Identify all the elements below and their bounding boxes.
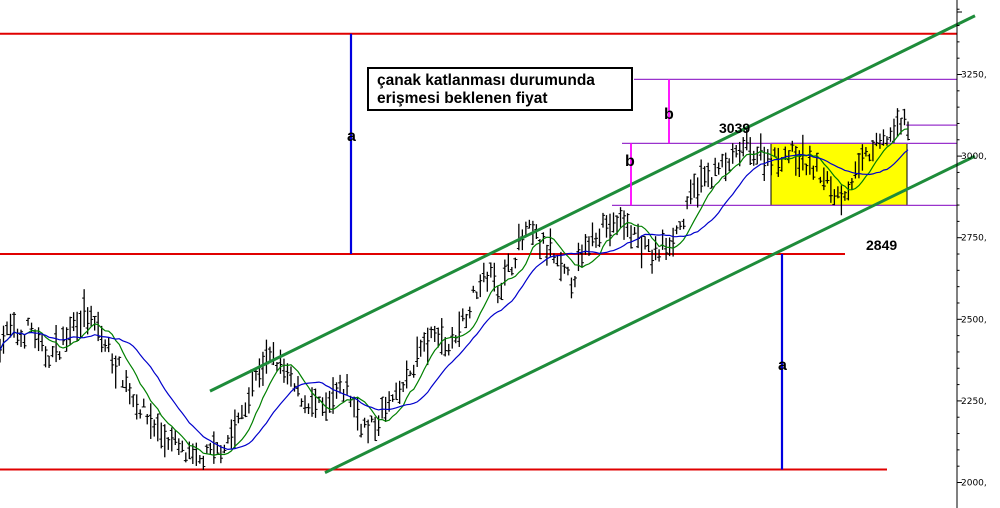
level-label-2849: 2849 [866,237,897,253]
channel-line-lower [324,154,976,475]
y-tick-label-2750: 2750, [961,234,987,244]
y-tick-label-2500: 2500, [961,315,987,325]
annotation-labels: a a b b 3039 2849 [347,106,897,374]
y-tick-label-3250: 3250, [961,71,987,81]
moving-average-2 [0,149,909,451]
target-note-box: çanak katlanması durumunda erişmesi bekl… [367,67,633,111]
y-tick-label-3000: 3000, [961,152,987,162]
horizontal-levels [0,32,957,471]
note-line-1: çanak katlanması durumunda [377,72,595,89]
moving-averages [0,128,909,456]
cup-range-box [612,78,957,206]
b-label-cup: b [625,153,635,170]
ohlc-bars [0,108,910,470]
a-label-bottom: a [778,357,787,374]
channel-line-upper [209,14,976,393]
moving-average-1 [0,128,909,456]
y-tick-label-2250: 2250, [961,397,987,407]
level-label-3039: 3039 [719,120,750,136]
note-line-2: erişmesi beklenen fiyat [377,90,548,107]
b-label-target: b [664,106,674,123]
y-tick-label-2000: 2000, [961,479,987,489]
measured-move-markers [349,33,784,470]
a-label-top: a [347,128,356,145]
cup-range-rectangle [770,142,908,206]
y-axis: 2000, 2250, 2500, 2750, 3000, 3250, [956,0,987,508]
trend-channel [209,14,976,475]
